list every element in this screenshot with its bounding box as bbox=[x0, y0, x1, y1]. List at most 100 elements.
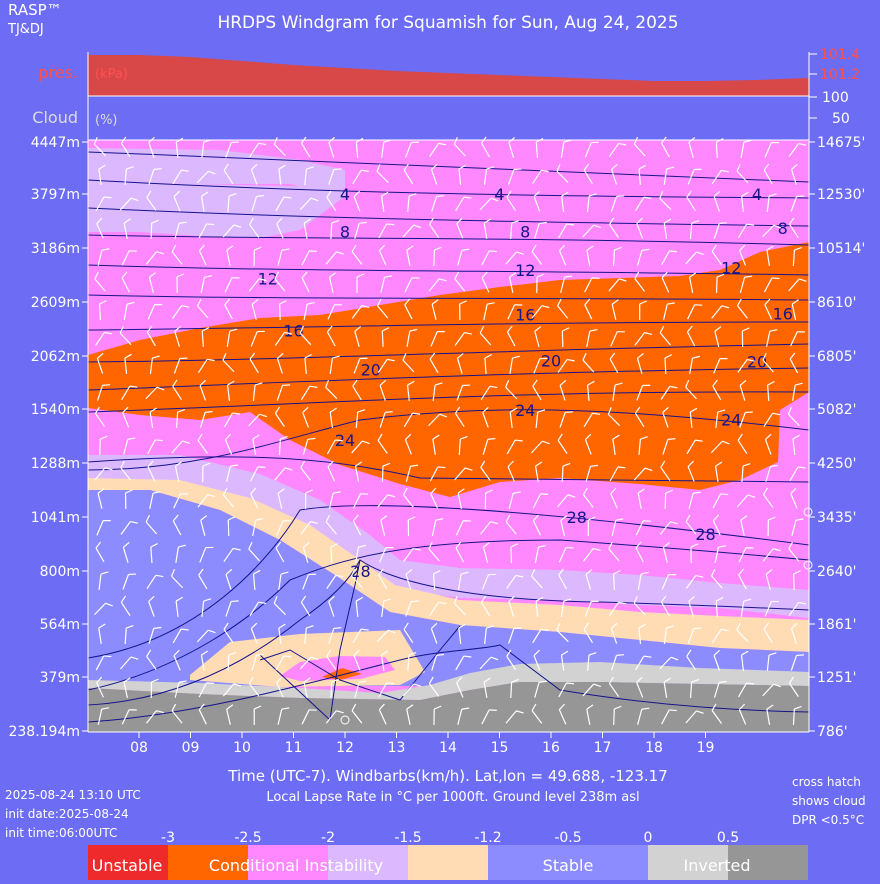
init-time: init time:06:00UTC bbox=[5, 826, 117, 840]
brand-sub-label: TJ&DJ bbox=[7, 22, 44, 37]
wind-barb-shaft bbox=[382, 331, 383, 347]
altitude-tick-label-m: 564m bbox=[40, 617, 80, 633]
wind-barb-shaft bbox=[562, 466, 563, 482]
wind-barb-shaft bbox=[511, 682, 512, 698]
chart-subtitle: Local Lapse Rate in °C per 1000ft. Groun… bbox=[266, 790, 639, 805]
altitude-tick-label-ft: 14675' bbox=[817, 135, 865, 151]
altitude-tick-label-ft: 2640' bbox=[817, 564, 856, 580]
hour-tick-label: 13 bbox=[388, 740, 406, 756]
wind-barb-shaft bbox=[614, 250, 615, 266]
wind-barb-shaft bbox=[562, 331, 563, 347]
wind-barb-shaft bbox=[717, 277, 718, 293]
altitude-tick-label-ft: 5082' bbox=[817, 402, 856, 418]
contour-label: 8 bbox=[778, 219, 788, 238]
pressure-panel: pres. (kPa) 101.4 101.2 bbox=[38, 47, 860, 96]
hour-tick-label: 14 bbox=[439, 740, 457, 756]
altitude-tick-label-ft: 1251' bbox=[817, 670, 856, 686]
legend: Unstable Conditional Instability Stable Inv… bbox=[88, 830, 808, 880]
note-line-3: DPR <0.5°C bbox=[792, 813, 864, 827]
contour-label: 20 bbox=[361, 360, 381, 379]
init-date: init date:2025-08-24 bbox=[5, 807, 129, 821]
wind-barb-shaft bbox=[331, 682, 332, 698]
wind-barb-shaft bbox=[511, 547, 512, 563]
altitude-tick-label-m: 3797m bbox=[31, 187, 80, 203]
contour-label: 8 bbox=[340, 223, 350, 242]
hour-tick-label: 12 bbox=[336, 740, 354, 756]
hour-tick-label: 16 bbox=[542, 740, 560, 756]
altitude-tick-label-ft: 10514' bbox=[817, 241, 865, 257]
hour-tick-label: 10 bbox=[233, 740, 251, 756]
contour-label: 4 bbox=[340, 185, 350, 204]
wind-barb-shaft bbox=[614, 574, 615, 590]
contour-label: 4 bbox=[752, 185, 762, 204]
pressure-unit: (kPa) bbox=[95, 67, 128, 82]
legend-tick-label: -2.5 bbox=[234, 830, 261, 846]
legend-tick-label: -1.2 bbox=[474, 830, 501, 846]
hour-tick-label: 17 bbox=[594, 740, 612, 756]
valid-time: 2025-08-24 13:10 UTC bbox=[5, 788, 141, 802]
wind-barb-shaft bbox=[665, 358, 666, 374]
wind-barb-shaft bbox=[793, 709, 794, 725]
legend-label: Conditional Instability bbox=[209, 856, 383, 875]
legend-tick-label: -1.5 bbox=[394, 830, 421, 846]
wind-barb-shaft bbox=[331, 547, 332, 563]
wind-barb-shaft bbox=[382, 466, 383, 482]
chart-title: HRDPS Windgram for Squamish for Sun, Aug… bbox=[217, 13, 678, 33]
wind-barb-shaft bbox=[279, 439, 280, 455]
brand-label: RASP™ bbox=[8, 1, 62, 19]
altitude-tick-label-ft: 8610' bbox=[817, 295, 856, 311]
wind-barb-shaft bbox=[614, 709, 615, 725]
contour-label: 28 bbox=[567, 508, 587, 527]
altitude-tick-label-m: 3186m bbox=[31, 241, 80, 257]
cloud-tick-label-2: 50 bbox=[832, 111, 850, 127]
pressure-label: pres. bbox=[38, 63, 78, 82]
wind-barb-shaft bbox=[716, 142, 717, 158]
contour-label: 4 bbox=[494, 185, 504, 204]
contour-label: 24 bbox=[721, 411, 741, 430]
altitude-tick-label-m: 2609m bbox=[31, 295, 80, 311]
altitude-tick-label-m: 1288m bbox=[31, 456, 80, 472]
altitude-tick-label-m: 238.194m bbox=[8, 724, 80, 740]
legend-label: Unstable bbox=[92, 856, 163, 875]
x-axis-label: Time (UTC-7). Windbarbs(km/h). Lat,lon =… bbox=[227, 767, 668, 785]
contour-label: 16 bbox=[515, 306, 535, 325]
legend-tick-label: -3 bbox=[161, 830, 175, 846]
contour-label: 20 bbox=[541, 351, 561, 370]
contour-label: 16 bbox=[773, 305, 793, 324]
contour-label: 24 bbox=[515, 401, 535, 420]
altitude-tick-label-ft: 6805' bbox=[817, 349, 856, 365]
wind-barb-shaft bbox=[151, 223, 152, 239]
altitude-tick-label-ft: 3435' bbox=[817, 510, 856, 526]
altitude-tick-label-ft: 4250' bbox=[817, 456, 856, 472]
hour-tick-label: 11 bbox=[285, 740, 303, 756]
altitude-tick-label-m: 1041m bbox=[31, 510, 80, 526]
cloud-panel: Cloud (%) 100 50 bbox=[32, 90, 850, 140]
pressure-tick-label-1: 101.4 bbox=[820, 47, 860, 63]
cloud-tick-label-1: 100 bbox=[822, 90, 849, 106]
wind-barb-shaft bbox=[794, 574, 795, 590]
contour-label: 8 bbox=[520, 223, 530, 242]
altitude-tick-label-m: 379m bbox=[40, 670, 80, 686]
altitude-tick-label-ft: 1861' bbox=[817, 617, 856, 633]
legend-label: Stable bbox=[543, 856, 594, 875]
wind-barb-shaft bbox=[100, 304, 101, 320]
altitude-tick-label-m: 800m bbox=[40, 564, 80, 580]
legend-tick-label: 0.5 bbox=[717, 830, 739, 846]
altitude-tick-label-m: 4447m bbox=[31, 135, 80, 151]
legend-tick-label: -2 bbox=[321, 830, 335, 846]
wind-barb-shaft bbox=[665, 493, 666, 509]
wind-barb-shaft bbox=[100, 439, 101, 455]
note-line-2: shows cloud bbox=[792, 794, 866, 808]
altitude-tick-label-m: 1540m bbox=[31, 402, 80, 418]
note-line-1: cross hatch bbox=[792, 775, 861, 789]
legend-label: Inverted bbox=[683, 856, 750, 875]
altitude-tick-label-m: 2062m bbox=[31, 349, 80, 365]
pressure-tick-label-2: 101.2 bbox=[820, 67, 860, 83]
hour-tick-label: 09 bbox=[182, 740, 200, 756]
wind-barb-shaft bbox=[228, 655, 229, 671]
altitude-tick-label-ft: 12530' bbox=[817, 187, 865, 203]
legend-tick-label: 0 bbox=[644, 830, 653, 846]
